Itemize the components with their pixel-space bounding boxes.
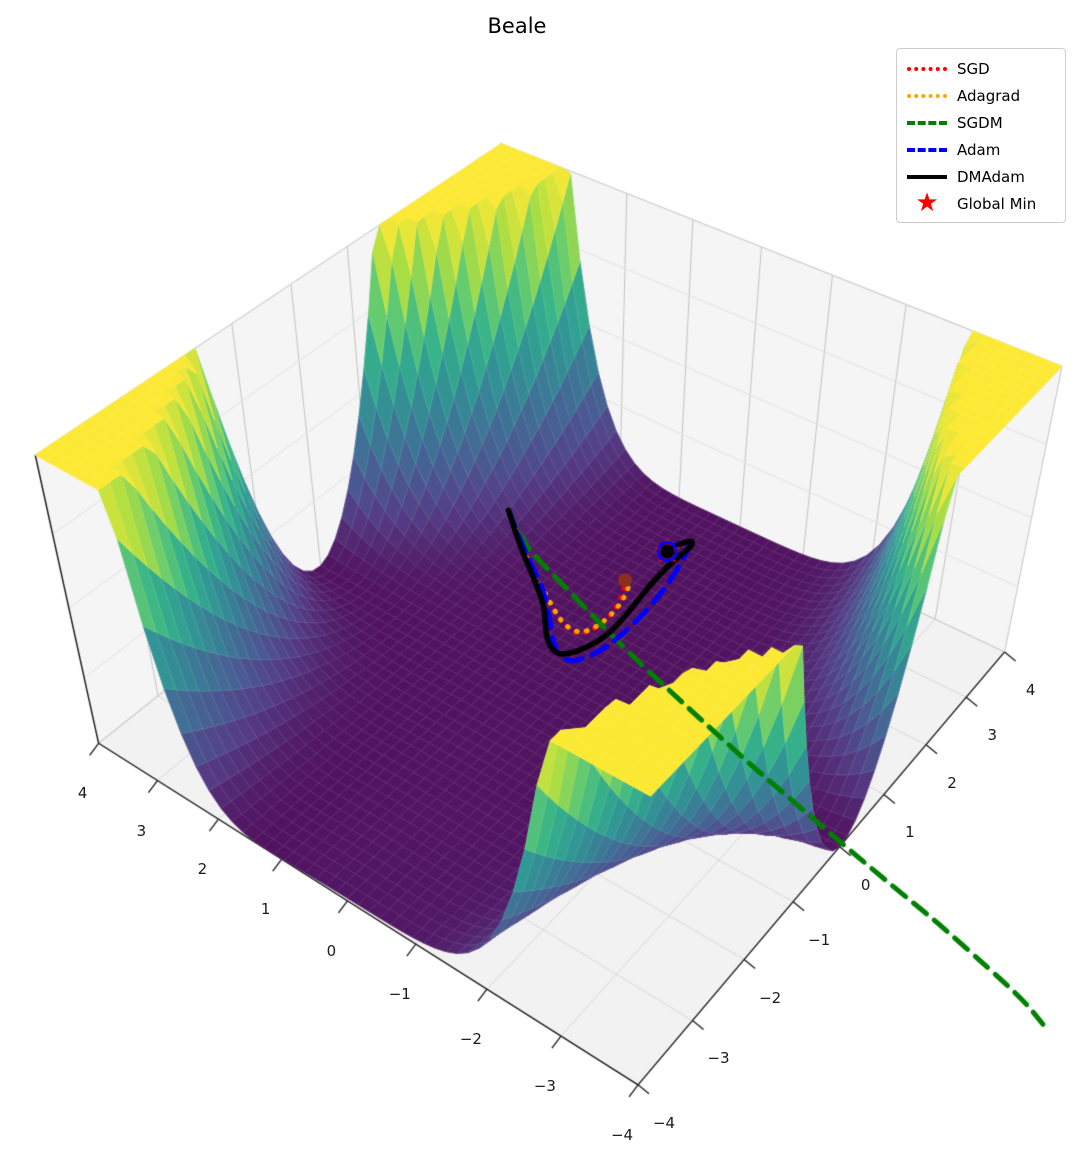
legend-entry-sgd: SGD bbox=[907, 58, 1055, 80]
sgdm-line-swatch-icon bbox=[907, 121, 947, 125]
y-tick-label: 3 bbox=[136, 821, 147, 840]
x-tick-label: 3 bbox=[987, 726, 998, 745]
y-tick-label: 1 bbox=[260, 900, 271, 919]
x-tick-label: 4 bbox=[1025, 680, 1036, 699]
legend-label: DMAdam bbox=[957, 168, 1025, 186]
legend-entry-adam: Adam bbox=[907, 139, 1055, 161]
x-tick-label: −2 bbox=[759, 988, 782, 1007]
legend-entry-adagrad: Adagrad bbox=[907, 85, 1055, 107]
y-tick-label: 4 bbox=[77, 784, 88, 803]
legend: SGD Adagrad SGDM Adam DMAdam ★ Global Mi… bbox=[896, 48, 1066, 223]
x-tick-label: −4 bbox=[652, 1113, 676, 1132]
legend-label: SGDM bbox=[957, 114, 1003, 132]
legend-entry-sgdm: SGDM bbox=[907, 112, 1055, 134]
dmadam-line-swatch-icon bbox=[907, 175, 947, 179]
x-tick-label: −3 bbox=[707, 1049, 730, 1068]
adagrad-line-swatch-icon bbox=[907, 94, 947, 98]
y-tick-label: 2 bbox=[197, 860, 208, 879]
y-tick-label: −2 bbox=[459, 1030, 482, 1049]
legend-label: Global Min bbox=[957, 195, 1037, 213]
legend-label: Adagrad bbox=[957, 87, 1021, 105]
y-tick-label: −1 bbox=[388, 985, 411, 1004]
x-tick-label: 2 bbox=[947, 773, 957, 792]
x-tick-label: −1 bbox=[808, 930, 831, 949]
legend-label: Adam bbox=[957, 141, 1001, 159]
legend-label: SGD bbox=[957, 60, 990, 78]
legend-entry-dmadam: DMAdam bbox=[907, 166, 1055, 188]
y-tick-label: −4 bbox=[610, 1125, 634, 1144]
adam-line-swatch-icon bbox=[907, 148, 947, 152]
x-tick-label: 0 bbox=[860, 875, 871, 894]
global-min-star-icon: ★ bbox=[915, 188, 939, 218]
legend-entry-global-min: ★ Global Min bbox=[907, 188, 1055, 218]
y-tick-label: −3 bbox=[533, 1077, 556, 1096]
x-tick-label: 1 bbox=[905, 823, 915, 842]
y-tick-label: 0 bbox=[326, 941, 337, 960]
chart-title: Beale bbox=[487, 14, 547, 38]
sgd-line-swatch-icon bbox=[907, 67, 947, 71]
